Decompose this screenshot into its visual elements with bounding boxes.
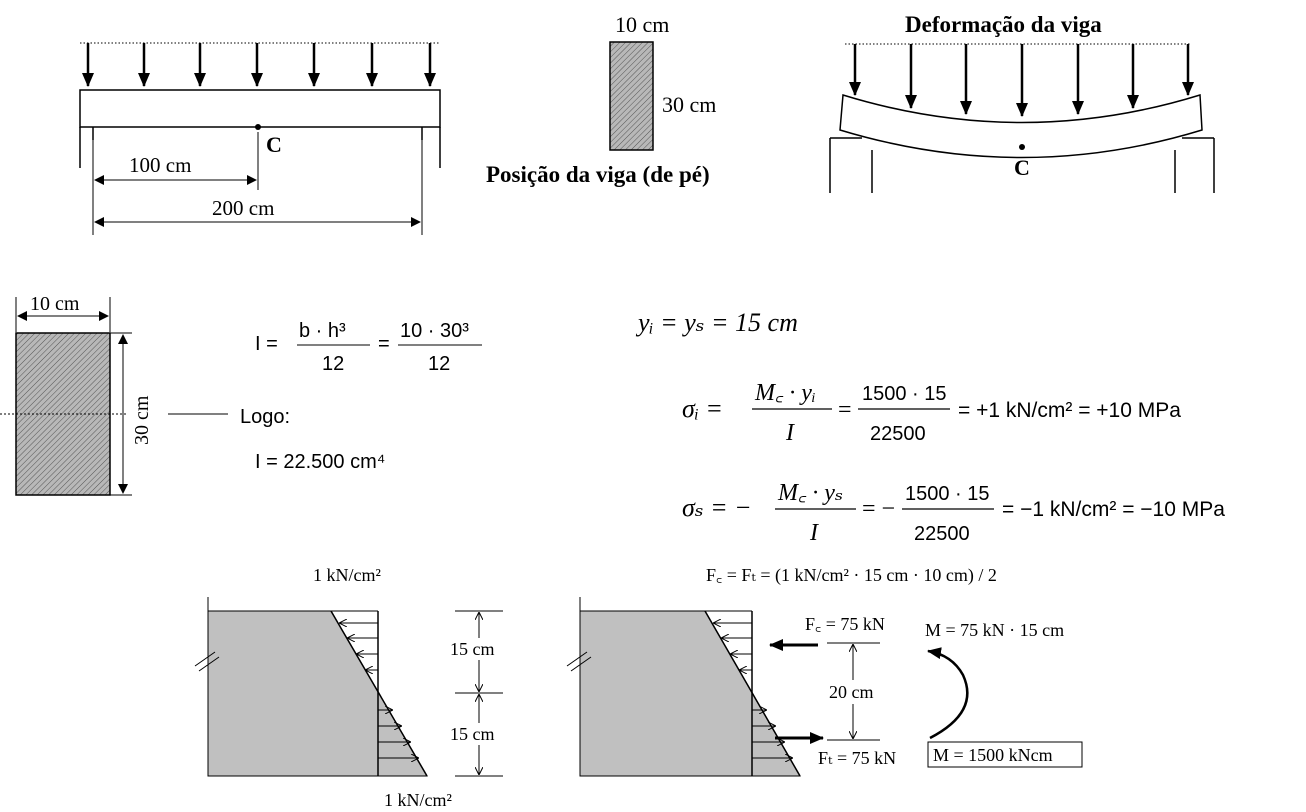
beam-deformation-diagram: Deformação da viga C — [829, 12, 1215, 193]
section-width-label: 10 cm — [615, 12, 669, 37]
lever-label: 20 cm — [829, 682, 874, 702]
section-caption: Posição da viga (de pé) — [486, 162, 710, 187]
inertia-num2: 10 · 30³ — [400, 320, 469, 342]
tension-arrows — [378, 710, 418, 758]
section-rect — [609, 41, 654, 151]
fc-label: F꜀ = 75 kN — [805, 614, 885, 634]
top-stress-label: 1 kN/cm² — [313, 565, 381, 585]
dim-top-label: 15 cm — [450, 639, 495, 659]
sigma-i-num2: 1500 · 15 — [862, 383, 947, 405]
force-equation: F꜀ = Fₜ = (1 kN/cm² · 15 cm · 10 cm) / 2 — [706, 565, 997, 586]
sigma-s-den2: 22500 — [914, 523, 970, 545]
beam-section-standing: 10 cm 30 cm Posição da viga (de pé) — [486, 12, 716, 187]
sigma-i-rhs: = +1 kN/cm² = +10 MPa — [958, 399, 1181, 422]
sigma-i-den2: 22500 — [870, 423, 926, 445]
sigma-i-num: M꜀ · yᵢ — [754, 380, 816, 406]
inertia-result: I = 22.500 cm⁴ — [255, 451, 385, 473]
inertia-height-label: 30 cm — [131, 395, 153, 445]
sigma-s-den: I — [809, 520, 819, 546]
inertia-logo: Logo: — [240, 406, 290, 428]
deformation-title: Deformação da viga — [905, 12, 1102, 37]
section-height-label: 30 cm — [662, 92, 716, 117]
sigma-i-eq: = — [838, 397, 852, 423]
stress-distribution-left: 1 kN/cm² 1 kN/cm² 15 cm 15 — [194, 565, 510, 810]
point-c-marker — [255, 124, 261, 130]
stress-formulas: yᵢ = yₛ = 15 cm σᵢ = M꜀ · yᵢ I = 1500 · … — [635, 308, 1225, 546]
sigma-s-num2: 1500 · 15 — [905, 483, 990, 505]
load-arrows — [82, 43, 436, 87]
sigma-i-lhs: σᵢ = — [682, 394, 723, 423]
inertia-den2: 12 — [428, 353, 450, 375]
dim-bottom-label: 15 cm — [450, 724, 495, 744]
point-c-label: C — [266, 132, 282, 157]
inertia-section: 10 cm 30 cm I = b · h³ 12 = 10 · 30³ 12 … — [0, 293, 482, 496]
moment-arrow — [927, 647, 969, 740]
point-c2-label: C — [1014, 155, 1030, 180]
sigma-s-rhs: = −1 kN/cm² = −10 MPa — [1002, 498, 1225, 521]
moment-result: M = 1500 kNcm — [933, 745, 1053, 765]
loaded-beam-diagram: C 100 cm 200 cm — [79, 42, 441, 235]
bottom-stress-label: 1 kN/cm² — [384, 790, 452, 810]
beam-body — [79, 89, 441, 128]
ft-label: Fₜ = 75 kN — [818, 748, 896, 768]
sigma-s-lhs: σₛ = − — [682, 493, 752, 522]
inertia-lhs: I = — [255, 333, 278, 355]
inertia-width-label: 10 cm — [30, 293, 80, 315]
inertia-eq: = — [378, 333, 390, 355]
inertia-den1: 12 — [322, 353, 344, 375]
sigma-s-eq: = − — [862, 496, 895, 522]
inertia-num1: b · h³ — [299, 320, 346, 342]
moment-equation: M = 75 kN · 15 cm — [925, 620, 1064, 640]
dim-100-label: 100 cm — [129, 153, 191, 177]
deformed-beam — [839, 94, 1203, 159]
stress-distribution-right: F꜀ = Fₜ = (1 kN/cm² · 15 cm · 10 cm) / 2… — [566, 565, 1083, 777]
sigma-s-num: M꜀ · yₛ — [777, 480, 843, 506]
dim-200-label: 200 cm — [212, 196, 274, 220]
compression-arrows — [340, 623, 378, 670]
y-equation: yᵢ = yₛ = 15 cm — [635, 308, 798, 337]
deformation-load-arrows — [849, 44, 1194, 117]
sigma-i-den: I — [785, 420, 795, 446]
